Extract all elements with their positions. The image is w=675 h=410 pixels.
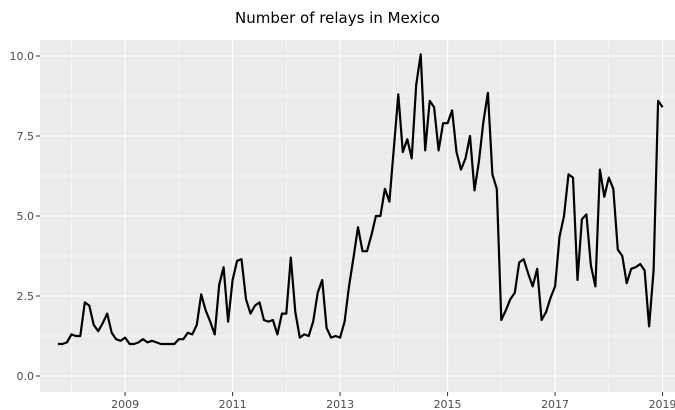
- y-tick-label: 0.0: [17, 370, 35, 383]
- y-axis: 0.0 2.5 5.0 7.5 10.0: [10, 50, 40, 383]
- series-line: [57, 53, 664, 346]
- x-tick-label: 2013: [326, 398, 354, 410]
- y-tick-label: 10.0: [10, 50, 35, 63]
- x-tick-label: 2019: [649, 398, 675, 410]
- chart-title: Number of relays in Mexico: [235, 9, 440, 27]
- x-axis: 2009 2011 2013 2015 2017 2019: [111, 392, 675, 410]
- major-gridlines: [40, 40, 675, 392]
- x-tick-label: 2009: [111, 398, 139, 410]
- x-tick-label: 2015: [434, 398, 462, 410]
- x-tick-label: 2011: [219, 398, 247, 410]
- y-tick-label: 2.5: [17, 290, 35, 303]
- y-tick-label: 5.0: [17, 210, 35, 223]
- x-tick-label: 2017: [541, 398, 569, 410]
- y-tick-label: 7.5: [17, 130, 35, 143]
